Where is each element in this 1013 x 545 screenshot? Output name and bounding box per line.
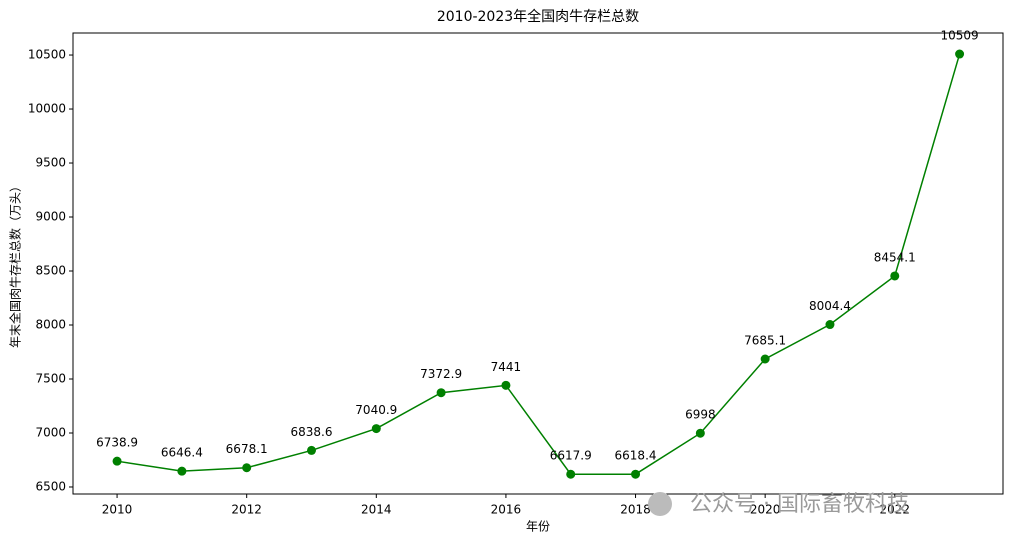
chart-title: 2010-2023年全国肉牛存栏总数 — [437, 8, 639, 25]
value-label: 6838.6 — [290, 425, 332, 439]
point — [306, 445, 316, 455]
point — [631, 469, 641, 479]
x-tick-label: 2014 — [361, 503, 392, 517]
value-label: 7040.9 — [355, 403, 397, 417]
value-label: 6646.4 — [161, 446, 203, 460]
point — [760, 354, 770, 364]
watermark: 公众号 · 国际畜牧科技 — [690, 492, 909, 517]
value-label: 7441 — [491, 360, 522, 374]
value-label: 6998 — [685, 408, 716, 422]
point — [436, 388, 446, 398]
y-tick-label: 7000 — [35, 425, 66, 439]
point — [501, 380, 511, 390]
plot-frame — [72, 32, 1004, 495]
value-label: 6618.4 — [615, 449, 657, 463]
y-axis-label: 年末全国肉牛存栏总数（万头） — [8, 180, 23, 348]
y-tick-label: 8500 — [35, 264, 66, 278]
point — [890, 271, 900, 281]
x-tick-label: 2018 — [620, 503, 651, 517]
y-tick-label: 10000 — [28, 102, 66, 116]
y-tick-label: 8000 — [35, 317, 66, 331]
point — [566, 469, 576, 479]
y-tick-label: 7500 — [35, 371, 66, 385]
point — [112, 456, 122, 466]
x-tick-label: 2016 — [491, 503, 522, 517]
x-tick-label: 2022 — [879, 503, 910, 517]
point — [695, 428, 705, 438]
y-tick-label: 9000 — [35, 210, 66, 224]
value-label: 6678.1 — [226, 442, 268, 456]
y-tick-label: 9500 — [35, 156, 66, 170]
point — [371, 424, 381, 434]
point — [955, 49, 965, 59]
point — [242, 463, 252, 473]
x-axis-label: 年份 — [526, 520, 550, 534]
watermark-group: 公众号 · 国际畜牧科技 — [648, 492, 909, 517]
line — [116, 53, 961, 475]
point — [177, 466, 187, 476]
x-tick-label: 2020 — [750, 503, 781, 517]
point — [825, 320, 835, 330]
y-tick-label: 10500 — [28, 48, 66, 62]
value-label: 6738.9 — [96, 436, 138, 450]
value-label: 7685.1 — [744, 334, 786, 348]
value-label: 7372.9 — [420, 367, 462, 381]
value-label: 10509 — [940, 29, 978, 43]
value-label: 8004.4 — [809, 299, 851, 313]
value-label: 6617.9 — [550, 449, 592, 463]
y-tick-label: 6500 — [35, 479, 66, 493]
value-label: 8454.1 — [874, 250, 916, 264]
x-tick-label: 2010 — [102, 503, 133, 517]
watermark-icon — [648, 492, 672, 516]
x-tick-label: 2012 — [231, 503, 262, 517]
